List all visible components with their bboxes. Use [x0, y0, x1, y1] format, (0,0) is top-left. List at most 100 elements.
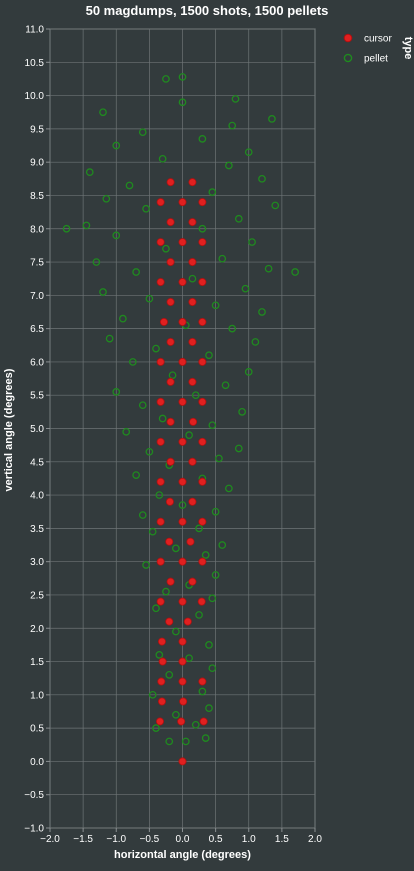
- y-tick-label: 9.0: [30, 158, 44, 169]
- x-tick-label: −2.0: [40, 834, 60, 845]
- pellet-point: [198, 135, 207, 143]
- pellet-point: [201, 551, 210, 559]
- pellet-point: [201, 734, 210, 742]
- pellet-point: [148, 527, 157, 536]
- pellet-point: [168, 371, 177, 380]
- pellet-point: [251, 338, 260, 346]
- pellet-point: [85, 168, 94, 177]
- pellet-point: [92, 258, 101, 266]
- cursor-point: [166, 417, 175, 426]
- cursor-point: [166, 297, 175, 306]
- y-tick-label: 10.5: [25, 58, 45, 69]
- pellet-point: [218, 541, 227, 549]
- cursor-point: [177, 717, 186, 726]
- pellet-point: [218, 254, 227, 263]
- cursor-point: [178, 198, 187, 207]
- pellet-point: [205, 704, 213, 713]
- pellet-point: [258, 308, 266, 316]
- legend-entries: cursor pellet: [343, 34, 392, 65]
- cursor-point: [178, 677, 187, 686]
- cursor-point: [178, 397, 187, 406]
- cursor-point: [198, 397, 207, 406]
- cursor-point: [188, 218, 197, 227]
- pellet-point: [152, 344, 160, 353]
- pellet-point: [231, 95, 240, 103]
- pellet-point: [191, 391, 200, 400]
- pellet-point: [188, 274, 197, 283]
- cursor-point: [179, 697, 188, 706]
- pellet-point: [211, 507, 220, 516]
- x-tick-label: −1.0: [106, 834, 126, 845]
- pellet-point: [112, 231, 121, 240]
- pellet-point: [138, 401, 147, 410]
- y-tick-label: 4.5: [30, 457, 44, 468]
- pellet-point: [172, 710, 180, 719]
- pellet-point: [99, 288, 107, 296]
- pellet-point: [268, 115, 276, 123]
- x-tick-label: −0.5: [140, 834, 160, 845]
- y-tick-label: 8.5: [30, 191, 44, 202]
- pellet-point: [128, 358, 137, 366]
- pellet-point: [102, 194, 111, 203]
- cursor-point: [166, 337, 175, 346]
- pellet-point: [125, 181, 134, 190]
- pellet-point: [181, 737, 190, 746]
- pellet-point: [271, 201, 280, 210]
- y-tick-label: 3.0: [30, 557, 44, 568]
- pellet-point: [198, 687, 207, 696]
- cursor-point: [198, 517, 207, 526]
- y-tick-label: 1.0: [30, 690, 44, 701]
- x-tick-label: 0.0: [176, 834, 190, 845]
- pellet-point: [228, 121, 237, 130]
- pellet-point: [205, 351, 213, 360]
- y-tick-label: 7.0: [30, 291, 44, 302]
- pellet-point: [142, 561, 150, 569]
- x-tick-label: −1.5: [73, 834, 93, 845]
- cursor-point: [178, 317, 187, 326]
- cursor-point: [178, 597, 187, 606]
- pellet-point: [99, 108, 107, 117]
- cursor-point: [188, 297, 197, 306]
- cursor-point: [156, 278, 165, 287]
- cursor-point: [159, 317, 168, 326]
- cursor-point: [198, 238, 207, 247]
- cursor-point: [158, 657, 167, 666]
- pellet-point: [238, 408, 246, 416]
- cursor-point: [178, 477, 187, 486]
- cursor-point: [178, 637, 187, 646]
- cursor-point: [157, 637, 166, 646]
- x-tick-label: 2.0: [308, 834, 322, 845]
- pellet-point: [62, 224, 71, 233]
- pellet-point: [225, 161, 233, 170]
- y-axis-ticks: −1.0 −0.5 0.0 0.5 1.0 1.5 2.0 2.5 3.0 3.5 4.0 4.5 5.…: [24, 25, 50, 835]
- pellet-point: [228, 324, 237, 333]
- pellet-point: [198, 224, 207, 233]
- pellet-point: [211, 571, 220, 579]
- x-tick-label: 1.0: [242, 834, 256, 845]
- pellet-point: [152, 604, 160, 613]
- pellet-point: [82, 221, 91, 230]
- y-tick-label: 2.5: [30, 590, 44, 601]
- legend-swatch-pellet: [343, 53, 353, 63]
- cursor-point: [198, 477, 207, 486]
- y-tick-label: −1.0: [24, 824, 44, 835]
- cursor-point: [183, 617, 192, 626]
- cursor-point: [197, 597, 206, 606]
- cursor-point: [198, 557, 207, 566]
- cursor-point: [157, 697, 166, 706]
- cursor-point: [156, 198, 165, 207]
- cursor-point: [178, 557, 187, 566]
- legend-title: type: [402, 37, 414, 60]
- pellet-point: [205, 641, 213, 649]
- pellet-point: [172, 627, 180, 636]
- cursor-point: [166, 577, 175, 586]
- pellet-point: [178, 73, 187, 81]
- pellet-point: [155, 651, 164, 659]
- cursor-point: [156, 437, 165, 446]
- pellet-point: [244, 148, 253, 157]
- cursor-point: [178, 278, 187, 287]
- pellet-point: [264, 264, 273, 273]
- pellet-point: [158, 414, 167, 423]
- pellet-point: [155, 491, 164, 499]
- y-tick-label: 6.5: [30, 324, 44, 335]
